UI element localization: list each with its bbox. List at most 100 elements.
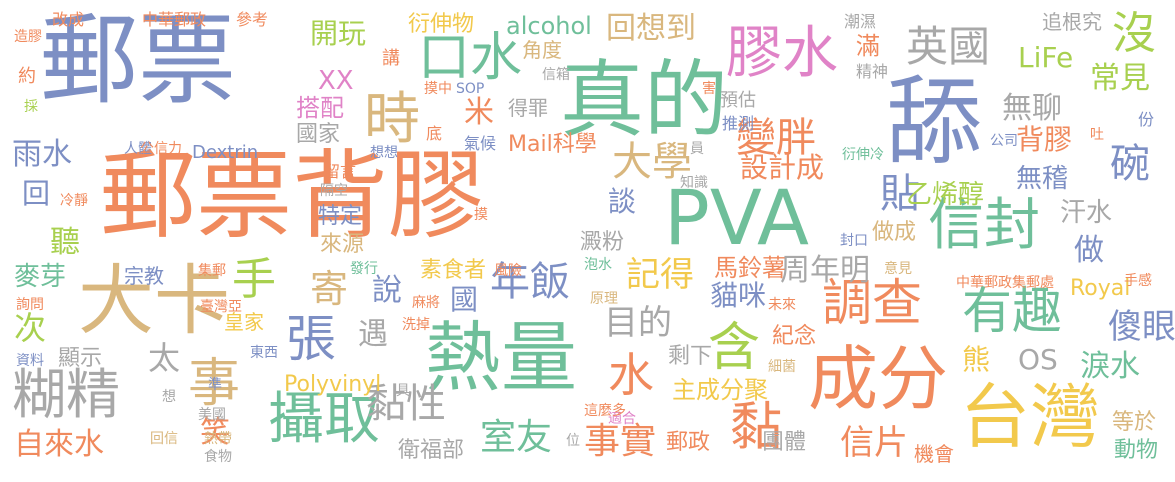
word: 造膠 <box>14 29 42 45</box>
word: 事 <box>188 354 241 414</box>
word: 貓咪 <box>710 279 767 312</box>
word: 位 <box>566 433 580 449</box>
word: 封口 <box>840 233 868 249</box>
word: 乙烯醇 <box>906 180 985 210</box>
word: 中華郵政集郵處 <box>956 275 1054 291</box>
word: 得罪 <box>508 96 548 120</box>
word: 洗掉 <box>402 317 430 333</box>
word: 具 <box>396 383 410 399</box>
word: 美國 <box>198 407 226 423</box>
word: 有趣 <box>962 282 1062 340</box>
word: 氣候 <box>464 134 497 153</box>
word: 室友 <box>480 417 553 458</box>
word: 回信 <box>150 431 178 447</box>
word: 膠水 <box>726 21 838 86</box>
word: Dextrin <box>192 142 259 163</box>
word: 風險 <box>494 263 522 279</box>
word: Mail科學 <box>508 132 597 157</box>
word: 設計成 <box>740 151 825 184</box>
word: 國 <box>450 283 479 316</box>
word: 素食者 <box>420 258 487 283</box>
word: 黏 <box>730 398 783 458</box>
word: 攝取 <box>268 387 380 452</box>
word: 調查 <box>822 274 922 332</box>
word: 中華郵政 <box>142 10 207 29</box>
word: 衛福部 <box>398 438 465 463</box>
word: 公信力 <box>140 141 182 157</box>
word: 手 <box>232 254 276 305</box>
word: 信片 <box>840 423 908 463</box>
word: 想想 <box>370 145 398 161</box>
word: 準 <box>208 377 222 393</box>
word: 想 <box>162 389 176 405</box>
word: 笑 <box>200 415 230 450</box>
word: 張 <box>286 310 336 368</box>
word: 這麼多 <box>584 403 626 419</box>
word: 麻將 <box>412 295 440 311</box>
word: 周年明 <box>780 253 870 288</box>
word: 講 <box>382 48 400 69</box>
word: 郵票背膠 <box>100 140 484 252</box>
word: 參考 <box>236 10 269 29</box>
word: 郵政 <box>666 430 711 455</box>
word: 開玩 <box>310 17 367 50</box>
word: 說 <box>372 273 402 308</box>
word: 熱帶 <box>204 431 232 447</box>
word: 熊 <box>962 343 991 376</box>
word: 衍伸冷 <box>842 147 884 163</box>
word: SOP <box>456 81 485 97</box>
word: 吐 <box>1090 127 1104 143</box>
word: 水 <box>608 348 654 402</box>
word: 背膠 <box>1016 123 1073 156</box>
word: 汗水 <box>1060 198 1113 228</box>
word: 剩下 <box>668 344 713 369</box>
word: 滿 <box>856 32 880 60</box>
word: 麥芽 <box>14 262 67 292</box>
word: 摸中 <box>424 81 452 97</box>
word: 回想到 <box>606 11 696 46</box>
word: 回 <box>22 177 51 210</box>
word: 潮濕 <box>844 12 877 31</box>
word: 雨水 <box>12 137 72 172</box>
word: 害 <box>702 81 716 97</box>
word: 寄 <box>310 267 349 311</box>
word: 米 <box>464 95 494 130</box>
word: 留言 <box>324 162 357 181</box>
word: 隔空 <box>320 183 348 199</box>
word: PVA <box>664 173 809 262</box>
word: 意見 <box>884 261 912 277</box>
word: 集郵 <box>198 263 226 279</box>
word: 動物 <box>1114 438 1159 463</box>
word: 談 <box>608 185 637 218</box>
word: 宗教 <box>124 264 164 288</box>
word: XX <box>318 66 354 96</box>
word: 採 <box>24 99 38 115</box>
word: 角度 <box>522 38 562 62</box>
word: 熱量 <box>425 313 577 402</box>
word: 紀念 <box>772 324 817 349</box>
word: 員 <box>690 141 704 157</box>
word: 信箱 <box>542 67 570 83</box>
word: 遇 <box>358 317 388 352</box>
word: 東西 <box>250 345 278 361</box>
word: 台灣 <box>960 376 1100 458</box>
word: 發行 <box>350 261 378 277</box>
word: 口水 <box>418 28 523 88</box>
word: 次 <box>14 309 47 347</box>
word: 常見 <box>1090 61 1150 96</box>
word: 傻眼 <box>1108 307 1175 347</box>
word: 追根究 <box>1042 10 1102 34</box>
word: 變胖 <box>736 115 816 161</box>
word: 未來 <box>768 297 796 313</box>
word: 時 <box>364 87 420 152</box>
word: 大卡 <box>78 256 230 345</box>
word: 主成分聚 <box>672 376 768 404</box>
word: 搭配 <box>296 94 344 122</box>
word: 沒 <box>1112 8 1156 59</box>
word: Polyvinyl <box>284 372 382 397</box>
word: 信封 <box>928 193 1040 258</box>
word: 精神 <box>856 62 889 81</box>
word: 資料 <box>16 353 44 369</box>
word: 真的 <box>560 51 729 149</box>
